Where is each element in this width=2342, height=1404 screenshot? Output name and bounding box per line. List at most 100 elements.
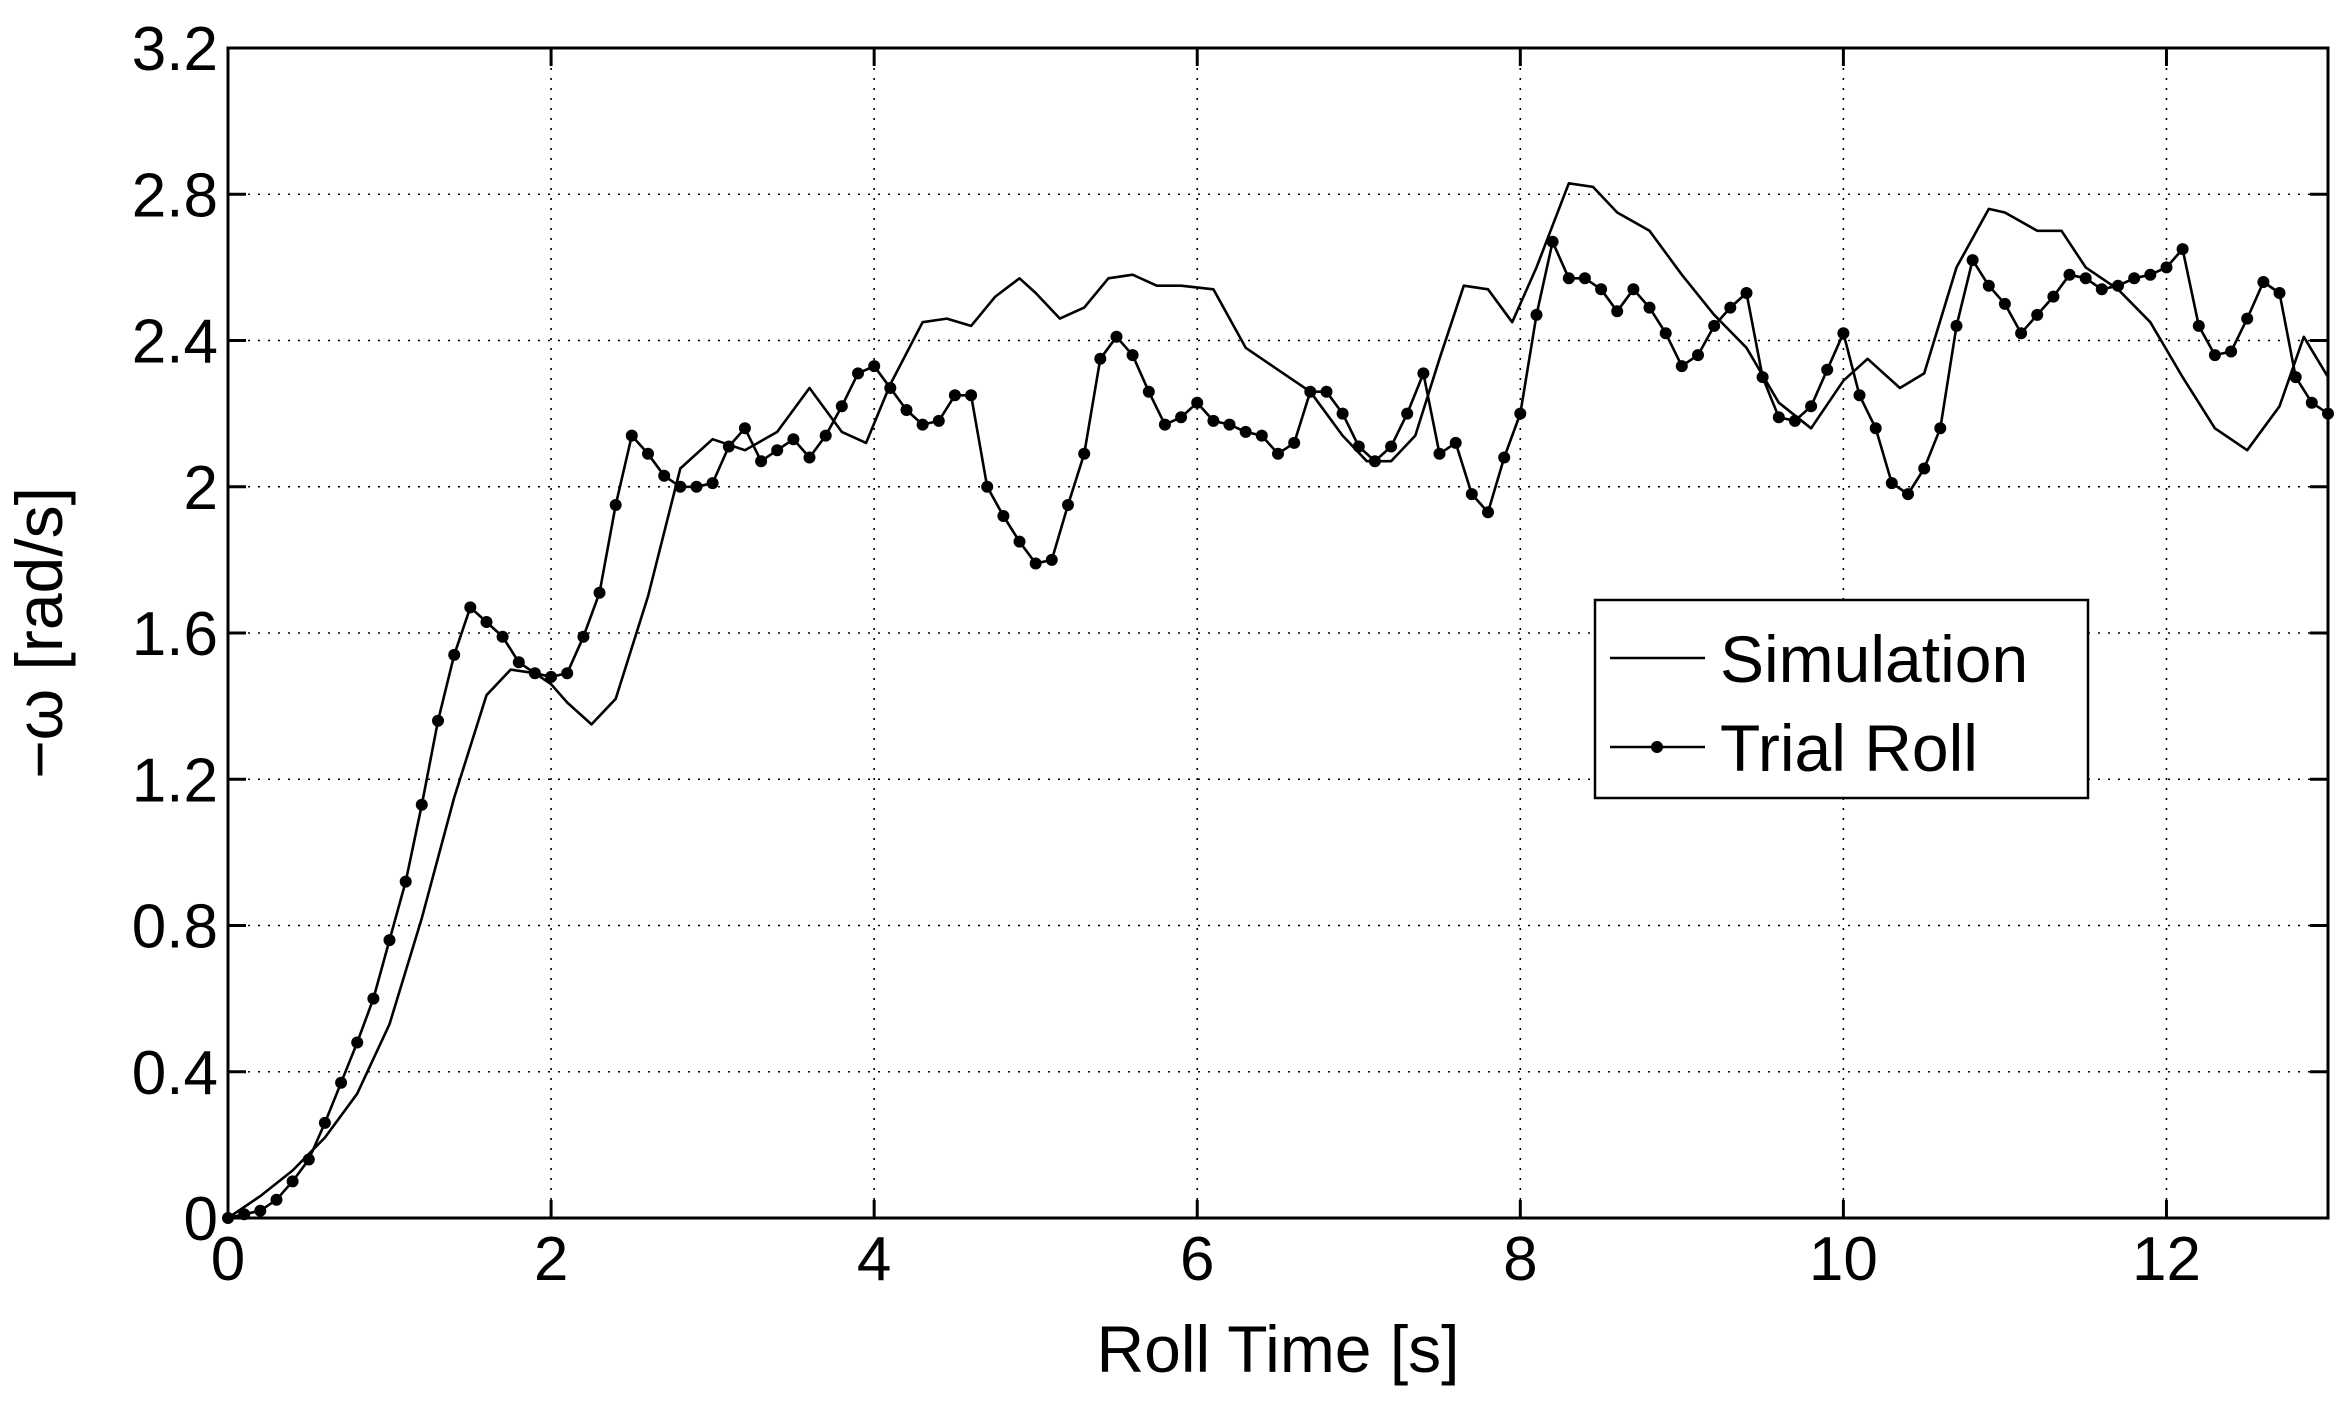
trial-roll-point <box>432 714 444 727</box>
x-axis-label: Roll Time [s] <box>1096 1312 1459 1386</box>
trial-roll-point <box>286 1175 299 1188</box>
trial-roll-point <box>448 648 461 661</box>
trial-roll-point <box>2112 279 2124 292</box>
trial-roll-point <box>1013 535 1026 548</box>
trial-roll-point <box>351 1036 364 1049</box>
trial-roll-point <box>1417 367 1430 380</box>
trial-roll-point <box>1724 301 1737 314</box>
trial-roll-point <box>1805 400 1818 413</box>
trial-roll-point <box>2031 308 2044 321</box>
trial-roll-point <box>1708 319 1721 332</box>
trial-roll-point <box>1029 557 1042 570</box>
trial-roll-point <box>496 630 509 643</box>
trial-roll-point <box>738 422 751 435</box>
trial-roll-point <box>335 1076 348 1089</box>
trial-roll-point <box>932 414 945 427</box>
y-tick-label: 2.8 <box>132 161 218 230</box>
trial-roll-point <box>545 670 558 683</box>
trial-roll-point <box>1223 418 1236 431</box>
trial-roll-point <box>528 667 541 680</box>
trial-roll-point <box>1659 327 1672 340</box>
trial-roll-point <box>787 433 800 446</box>
trial-roll-point <box>1982 279 1995 292</box>
trial-roll-point <box>1191 396 1204 409</box>
trial-roll-point <box>609 499 622 511</box>
trial-roll-point <box>2095 283 2108 296</box>
y-tick-label: 1.2 <box>132 746 218 815</box>
trial-roll-point <box>1756 371 1769 384</box>
trial-roll-point <box>577 630 590 643</box>
legend-label-trial-roll: Trial Roll <box>1720 711 1978 785</box>
trial-roll-point <box>2273 287 2286 299</box>
trial-roll-point <box>835 400 848 413</box>
trial-roll-point <box>1918 462 1931 475</box>
trial-roll-point <box>1449 436 1462 449</box>
trial-roll-point <box>884 382 897 394</box>
trial-roll-point <box>1368 455 1381 468</box>
trial-roll-point <box>1530 308 1543 321</box>
trial-roll-point <box>561 667 574 680</box>
trial-roll-point <box>2047 290 2060 303</box>
plot-series <box>222 182 2334 1224</box>
trial-roll-point <box>771 444 784 457</box>
trial-roll-point <box>318 1116 331 1129</box>
x-tick-label: 10 <box>1809 1225 1878 1294</box>
trial-roll-point <box>900 404 913 416</box>
trial-roll-point <box>965 389 978 402</box>
trial-roll-point <box>852 367 864 380</box>
trial-roll-point <box>1627 283 1640 296</box>
grid <box>228 48 2328 1218</box>
trial-roll-point <box>1272 447 1284 460</box>
trial-roll-point <box>1950 319 1963 332</box>
trial-roll-point <box>1562 272 1575 285</box>
trial-roll-point <box>1546 235 1559 248</box>
trial-roll-point <box>1821 363 1834 376</box>
trial-roll-point <box>690 480 703 493</box>
trial-roll-point <box>1207 414 1220 427</box>
trial-roll-point <box>948 389 961 402</box>
trial-roll-point <box>1595 283 1608 296</box>
trial-roll-point <box>1336 407 1349 420</box>
trial-roll-point <box>1998 297 2011 310</box>
trial-roll-point <box>1692 349 1704 362</box>
trial-roll-point <box>1320 385 1333 398</box>
trial-roll-point <box>2208 349 2221 362</box>
trial-roll-point <box>1772 411 1785 424</box>
trial-roll-point <box>1175 411 1188 424</box>
x-tick-label: 12 <box>2132 1225 2201 1294</box>
y-tick-label: 0.8 <box>132 893 218 962</box>
trial-roll-point <box>1401 407 1414 420</box>
trial-roll-point <box>464 601 477 614</box>
trial-roll-point <box>1239 425 1252 438</box>
trial-roll-point <box>1158 418 1171 431</box>
trial-roll-point <box>270 1193 283 1206</box>
trial-roll-point <box>2305 396 2318 409</box>
trial-roll-point <box>642 447 654 460</box>
trial-roll-point <box>367 992 380 1005</box>
trial-roll-point <box>399 875 412 888</box>
trial-roll-point <box>1934 422 1947 435</box>
trial-roll-point <box>803 451 816 464</box>
trial-roll-point <box>1675 360 1688 373</box>
trial-roll-point <box>706 477 719 490</box>
trial-roll-point <box>1514 407 1527 420</box>
trial-roll-point <box>868 360 881 373</box>
trial-roll-point <box>1482 506 1494 519</box>
trial-roll-point <box>1062 499 1074 511</box>
series-simulation <box>227 182 2330 1220</box>
series-trial-roll <box>222 235 2334 1224</box>
trial-roll-point <box>1126 349 1139 362</box>
trial-roll-point <box>997 510 1010 522</box>
trial-roll-point <box>2128 272 2141 285</box>
trial-roll-point <box>1094 352 1107 365</box>
trial-roll-point <box>1498 451 1511 464</box>
y-tick-label: 3.2 <box>132 15 218 84</box>
trial-roll-point <box>1288 436 1301 449</box>
trial-roll-point <box>755 455 768 468</box>
x-tick-label: 6 <box>1180 1225 1214 1294</box>
trial-roll-point <box>722 440 735 453</box>
y-tick-label: 2 <box>184 454 218 523</box>
x-tick-label: 4 <box>857 1225 891 1294</box>
